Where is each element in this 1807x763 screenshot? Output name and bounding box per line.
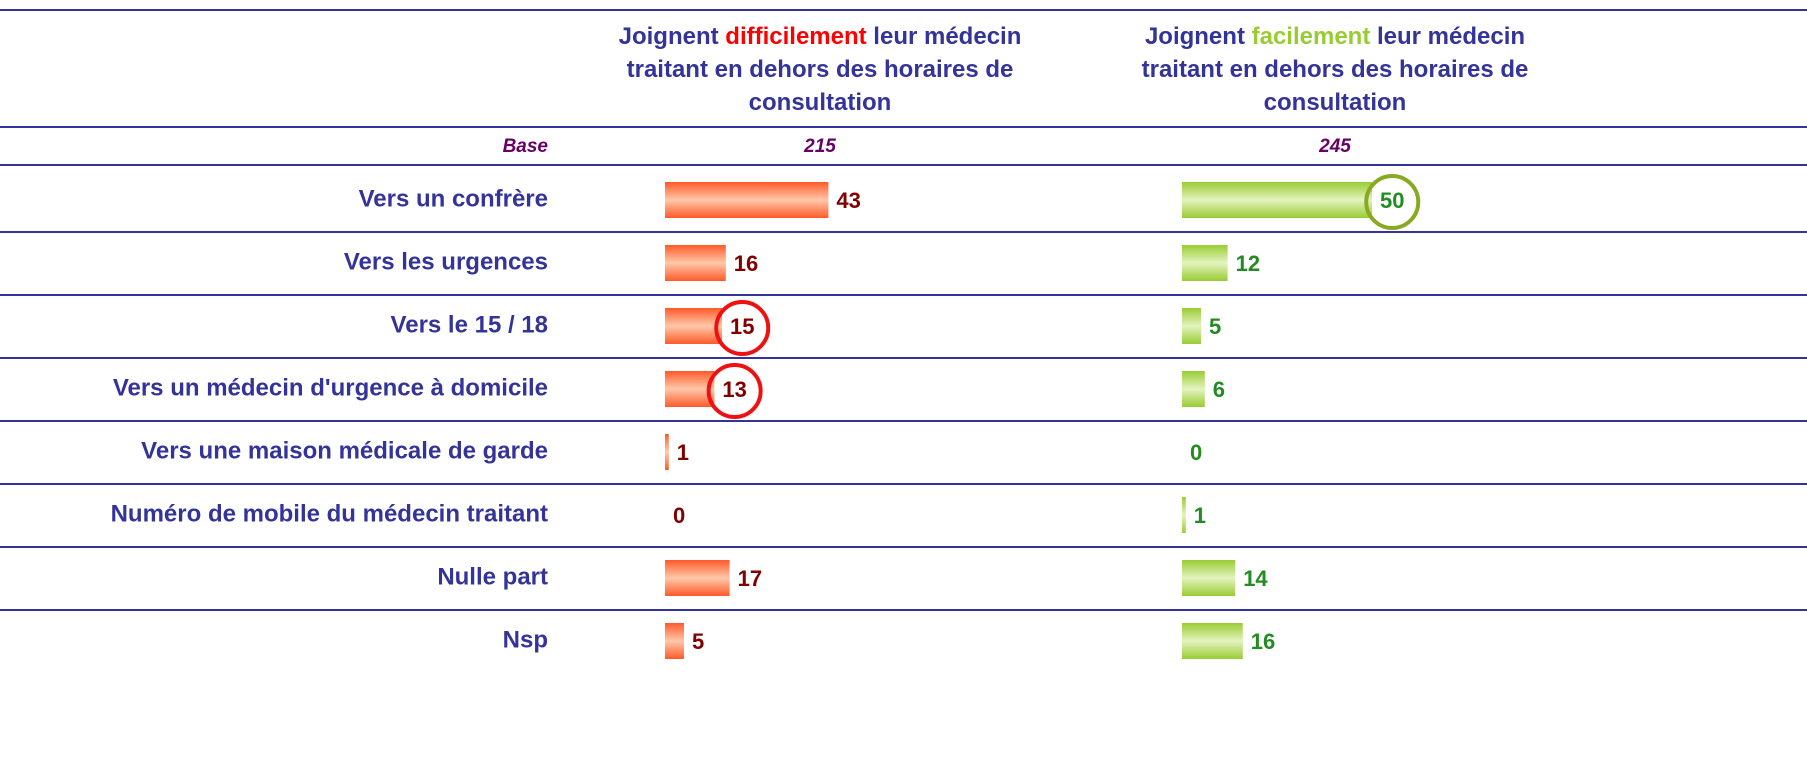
title-part: leur médecin: [1370, 23, 1525, 50]
title-part: Joignent: [619, 23, 726, 50]
column-title: consultation: [749, 89, 892, 116]
base-label: Base: [503, 136, 549, 157]
bar: [665, 560, 730, 596]
row-label: Vers un confrère: [359, 185, 548, 212]
title-part: traitant en dehors des horaires de: [627, 56, 1014, 83]
bar: [1182, 371, 1205, 407]
column-title: traitant en dehors des horaires de: [1142, 56, 1529, 83]
value-label: 6: [1213, 377, 1225, 402]
value-label: 5: [1209, 314, 1221, 339]
bar: [1182, 245, 1228, 281]
value-label: 50: [1380, 188, 1404, 213]
bar: [665, 623, 684, 659]
row-label: Vers le 15 / 18: [391, 311, 548, 338]
row-label: Nulle part: [437, 563, 548, 590]
value-label: 16: [734, 251, 758, 276]
column-title: consultation: [1264, 89, 1407, 116]
title-part: consultation: [1264, 89, 1407, 116]
value-label: 15: [730, 314, 754, 339]
row-label: Vers un médecin d'urgence à domicile: [113, 374, 548, 401]
bar: [665, 308, 722, 344]
value-label: 1: [1194, 503, 1206, 528]
value-label: 13: [722, 377, 746, 402]
title-part: difficilement: [725, 23, 866, 50]
value-label: 12: [1236, 251, 1260, 276]
value-label: 14: [1243, 566, 1268, 591]
bar: [1182, 623, 1243, 659]
value-label: 1: [677, 440, 689, 465]
value-label: 5: [692, 629, 704, 654]
value-label: 43: [836, 188, 860, 213]
column-title: Joignent difficilement leur médecin: [619, 23, 1022, 50]
title-part: leur médecin: [867, 23, 1022, 50]
row-label: Vers une maison médicale de garde: [141, 437, 548, 464]
column-title: Joignent facilement leur médecin: [1145, 23, 1525, 50]
title-part: traitant en dehors des horaires de: [1142, 56, 1529, 83]
highlight-circle: [1364, 174, 1421, 230]
bar: [665, 245, 726, 281]
title-part: consultation: [749, 89, 892, 116]
column-title: traitant en dehors des horaires de: [627, 56, 1014, 83]
bar: [665, 371, 715, 407]
base-value: 245: [1318, 136, 1351, 157]
bar: [1182, 308, 1201, 344]
value-label: 17: [738, 566, 762, 591]
bar: [1182, 497, 1186, 533]
highlight-circle: [706, 363, 763, 419]
base-value: 215: [803, 136, 836, 157]
value-label: 0: [1190, 440, 1202, 465]
row-label: Vers les urgences: [344, 248, 548, 275]
row-label: Nsp: [503, 626, 548, 653]
bar: [665, 182, 829, 218]
title-part: facilement: [1252, 23, 1371, 50]
value-label: 0: [673, 503, 685, 528]
title-part: Joignent: [1145, 23, 1252, 50]
bar: [1182, 182, 1372, 218]
row-label: Numéro de mobile du médecin traitant: [111, 500, 548, 527]
bar: [1182, 560, 1236, 596]
bar: [665, 434, 669, 470]
value-label: 16: [1251, 629, 1275, 654]
highlight-circle: [714, 300, 771, 356]
